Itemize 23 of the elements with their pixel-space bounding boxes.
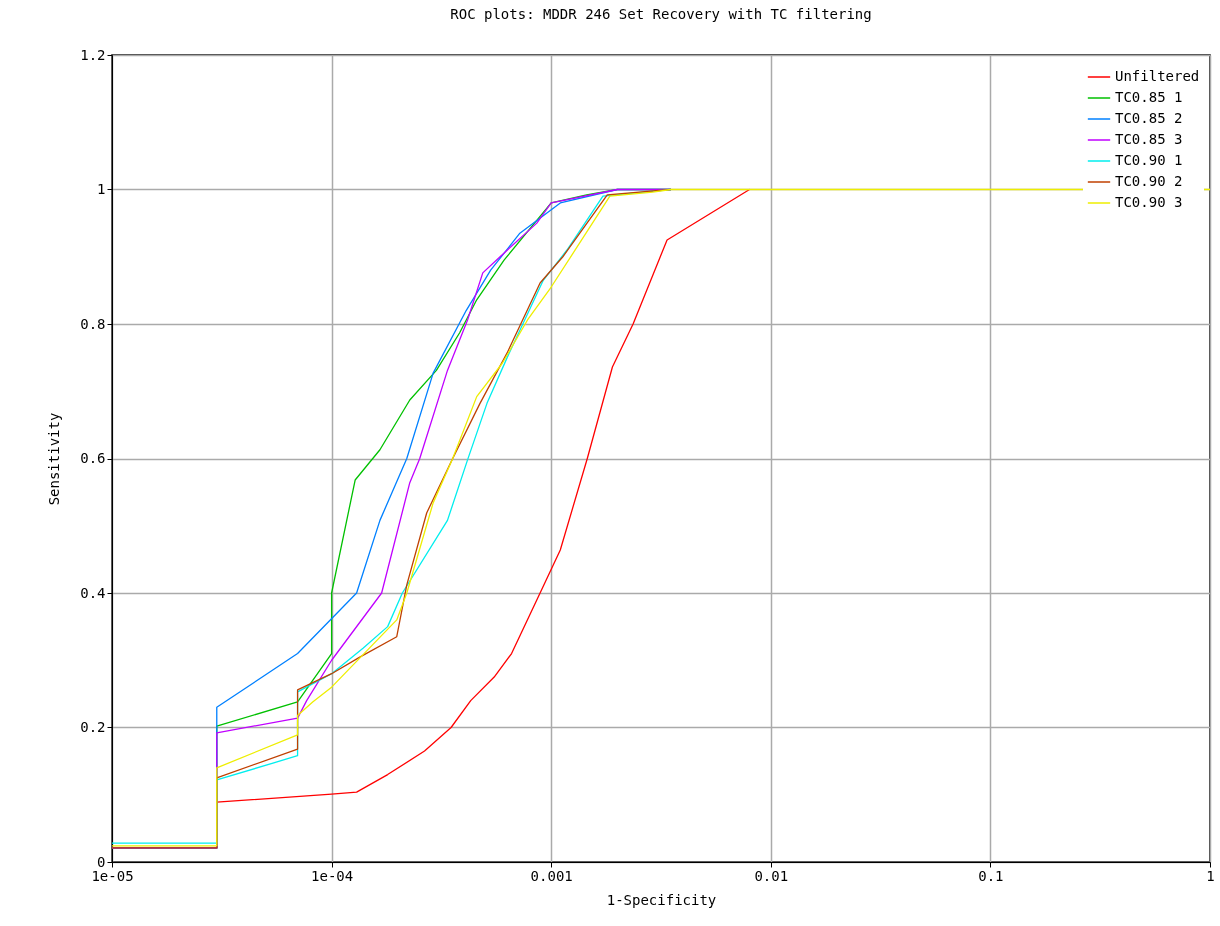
x-tick-label: 1e-04: [311, 867, 354, 884]
x-tick-label: 0.1: [978, 867, 1004, 884]
x-tick-label: 1e-05: [91, 867, 134, 884]
y-tick-label: 1.2: [80, 46, 106, 63]
y-tick-label: 0.4: [80, 584, 106, 601]
chart-title: ROC plots: MDDR 246 Set Recovery with TC filtering: [450, 6, 872, 22]
legend-label: TC0.90 1: [1115, 152, 1183, 168]
y-tick-label: 0: [97, 853, 106, 870]
x-tick-label: 0.01: [754, 867, 789, 884]
y-tick-label: 0.6: [80, 450, 106, 466]
x-tick-label: 1: [1206, 867, 1215, 884]
y-tick-label: 0.8: [80, 315, 106, 332]
legend-label: TC0.90 3: [1115, 194, 1183, 210]
legend-label: TC0.90 2: [1115, 173, 1183, 189]
x-axis-title: 1-Specificity: [606, 891, 717, 908]
y-tick-label: 0.2: [80, 719, 106, 735]
x-tick-label: 0.001: [530, 867, 573, 884]
legend-label: TC0.85 3: [1115, 131, 1183, 147]
y-tick-label: 1: [97, 181, 106, 197]
legend-label: TC0.85 1: [1115, 89, 1183, 105]
legend-label: TC0.85 2: [1115, 110, 1183, 126]
legend-label: Unfiltered: [1115, 68, 1200, 84]
y-axis-title: Sensitivity: [46, 412, 63, 506]
